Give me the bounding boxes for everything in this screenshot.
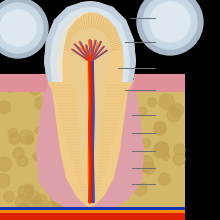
Circle shape (17, 156, 28, 167)
Circle shape (158, 173, 170, 185)
Circle shape (153, 143, 169, 158)
Circle shape (138, 156, 153, 171)
Circle shape (33, 154, 40, 160)
Circle shape (33, 153, 39, 159)
Circle shape (0, 0, 48, 58)
Circle shape (28, 192, 41, 204)
Circle shape (33, 195, 48, 209)
Polygon shape (44, 1, 136, 82)
Circle shape (171, 104, 183, 117)
Circle shape (13, 147, 24, 158)
Circle shape (30, 85, 40, 95)
Polygon shape (56, 12, 90, 82)
Circle shape (150, 2, 190, 42)
Circle shape (50, 190, 63, 203)
Circle shape (8, 128, 17, 138)
Circle shape (148, 98, 157, 106)
Circle shape (25, 136, 33, 144)
Circle shape (46, 202, 56, 212)
Circle shape (159, 94, 174, 110)
Circle shape (4, 191, 14, 202)
Circle shape (9, 133, 20, 144)
Circle shape (167, 108, 181, 122)
Polygon shape (69, 28, 111, 202)
Circle shape (35, 127, 41, 133)
Polygon shape (0, 210, 185, 213)
Circle shape (15, 195, 29, 209)
Circle shape (153, 76, 167, 90)
Circle shape (138, 107, 147, 116)
Polygon shape (0, 213, 185, 220)
Polygon shape (44, 1, 136, 207)
Circle shape (173, 153, 185, 165)
Polygon shape (50, 7, 130, 82)
Polygon shape (36, 82, 144, 213)
Circle shape (162, 153, 169, 160)
Circle shape (143, 0, 197, 49)
Polygon shape (132, 74, 185, 92)
Circle shape (53, 199, 64, 211)
Circle shape (0, 3, 43, 53)
Circle shape (0, 157, 11, 171)
Circle shape (0, 10, 36, 46)
Circle shape (18, 202, 31, 215)
Circle shape (154, 123, 166, 135)
Circle shape (18, 185, 33, 200)
Polygon shape (0, 74, 48, 92)
Circle shape (31, 198, 43, 209)
Circle shape (142, 139, 151, 148)
Circle shape (154, 141, 169, 156)
Circle shape (143, 162, 155, 174)
Circle shape (154, 121, 166, 133)
Polygon shape (0, 80, 185, 215)
Circle shape (0, 174, 10, 188)
Circle shape (0, 101, 11, 114)
Circle shape (134, 182, 147, 195)
Circle shape (52, 203, 63, 213)
Polygon shape (0, 207, 185, 210)
Circle shape (35, 97, 47, 109)
Circle shape (137, 0, 203, 55)
Circle shape (20, 130, 34, 144)
Circle shape (174, 144, 185, 155)
Circle shape (4, 81, 16, 92)
Circle shape (7, 83, 14, 89)
Circle shape (24, 184, 34, 194)
